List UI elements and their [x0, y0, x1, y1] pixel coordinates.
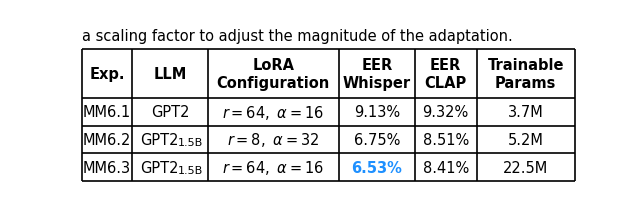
Text: Exp.: Exp.	[90, 67, 125, 81]
Text: GPT2: GPT2	[140, 132, 179, 147]
Text: $r = 64,\ \alpha = 16$: $r = 64,\ \alpha = 16$	[222, 158, 324, 176]
Text: GPT2: GPT2	[140, 160, 179, 175]
Text: 3.7M: 3.7M	[508, 105, 543, 120]
Text: 9.32%: 9.32%	[422, 105, 469, 120]
Text: MM6.3: MM6.3	[83, 160, 131, 175]
Text: $r = 8,\ \alpha = 32$: $r = 8,\ \alpha = 32$	[227, 131, 319, 149]
Text: 1.5B: 1.5B	[178, 138, 204, 148]
Text: LoRA
Configuration: LoRA Configuration	[217, 57, 330, 91]
Text: GPT2: GPT2	[150, 105, 189, 120]
Text: Trainable
Params: Trainable Params	[488, 57, 564, 91]
Text: 6.53%: 6.53%	[351, 160, 402, 175]
Text: MM6.2: MM6.2	[83, 132, 131, 147]
Text: LLM: LLM	[153, 67, 187, 81]
Text: EER
CLAP: EER CLAP	[424, 57, 467, 91]
Text: EER
Whisper: EER Whisper	[342, 57, 411, 91]
Text: 8.41%: 8.41%	[422, 160, 469, 175]
Text: $r = 64,\ \alpha = 16$: $r = 64,\ \alpha = 16$	[222, 103, 324, 121]
Text: MM6.1: MM6.1	[83, 105, 131, 120]
Text: a scaling factor to adjust the magnitude of the adaptation.: a scaling factor to adjust the magnitude…	[83, 29, 513, 44]
Text: 1.5B: 1.5B	[178, 165, 204, 175]
Text: 5.2M: 5.2M	[508, 132, 544, 147]
Text: 6.75%: 6.75%	[353, 132, 400, 147]
Text: 8.51%: 8.51%	[422, 132, 469, 147]
Text: 9.13%: 9.13%	[354, 105, 400, 120]
Text: 22.5M: 22.5M	[503, 160, 548, 175]
